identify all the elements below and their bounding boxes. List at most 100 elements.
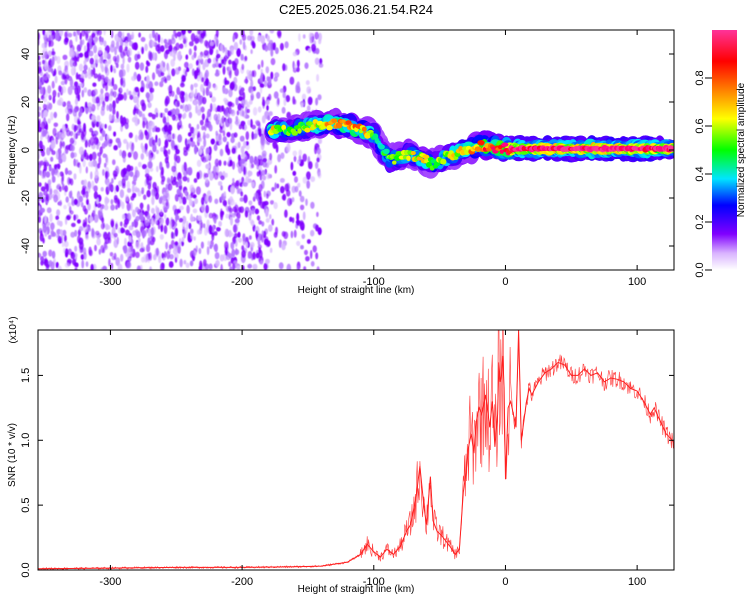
noise-speck	[113, 68, 117, 74]
noise-speck	[232, 262, 236, 270]
noise-speck	[128, 235, 132, 243]
noise-speck	[276, 30, 282, 37]
noise-speck	[94, 58, 100, 64]
noise-speck	[237, 231, 241, 238]
noise-speck	[113, 145, 118, 151]
noise-speck	[115, 257, 120, 267]
noise-speck	[38, 75, 41, 84]
noise-speck	[238, 96, 243, 102]
noise-speck	[167, 134, 173, 140]
noise-speck	[61, 85, 67, 94]
noise-speck	[69, 210, 74, 215]
noise-speck	[152, 30, 155, 39]
noise-speck	[260, 234, 264, 243]
noise-speck	[94, 54, 99, 60]
noise-speck	[170, 239, 175, 249]
noise-speck	[182, 34, 186, 41]
noise-speck	[184, 61, 189, 69]
noise-speck	[105, 82, 108, 92]
ridge-blob	[440, 158, 447, 165]
noise-speck	[257, 35, 262, 42]
noise-speck	[206, 219, 210, 227]
noise-speck	[123, 245, 128, 254]
noise-speck	[92, 82, 97, 87]
noise-speck	[160, 223, 164, 233]
noise-speck	[96, 102, 100, 111]
noise-speck	[261, 230, 264, 237]
noise-speck	[84, 70, 88, 79]
noise-speck	[192, 194, 197, 199]
noise-speck	[244, 210, 249, 218]
noise-speck	[236, 186, 240, 195]
noise-speck	[51, 30, 55, 35]
noise-speck	[40, 256, 44, 262]
noise-speck	[314, 145, 318, 155]
noise-speck	[195, 60, 199, 66]
noise-speck	[251, 252, 257, 260]
noise-speck	[302, 34, 306, 39]
noise-speck	[69, 39, 73, 48]
noise-speck	[205, 41, 210, 49]
noise-speck	[112, 91, 117, 98]
noise-speck	[120, 221, 123, 227]
noise-speck	[51, 150, 56, 155]
noise-speck	[112, 159, 116, 166]
noise-speck	[114, 46, 117, 56]
noise-speck	[160, 209, 163, 215]
noise-speck	[200, 84, 204, 93]
noise-speck	[174, 252, 179, 260]
noise-speck	[152, 72, 156, 81]
noise-speck	[175, 155, 181, 164]
noise-speck	[78, 146, 84, 155]
noise-speck	[99, 135, 104, 141]
noise-speck	[79, 39, 83, 48]
noise-speck	[176, 188, 181, 195]
noise-speck	[202, 259, 207, 267]
noise-speck	[193, 250, 197, 257]
noise-speck	[253, 192, 259, 199]
noise-speck	[104, 237, 110, 245]
noise-speck	[239, 182, 243, 187]
noise-speck	[47, 65, 52, 73]
noise-speck	[250, 93, 254, 101]
noise-speck	[260, 35, 266, 44]
noise-speck	[268, 93, 272, 101]
noise-speck	[114, 118, 118, 123]
noise-speck	[115, 223, 118, 230]
noise-speck	[268, 224, 273, 232]
noise-speck	[160, 37, 164, 45]
noise-speck	[287, 197, 292, 207]
noise-speck	[106, 225, 111, 230]
noise-speck	[225, 254, 231, 261]
ridge-blob	[406, 155, 411, 161]
noise-speck	[187, 30, 192, 34]
noise-speck	[147, 252, 151, 260]
noise-speck	[201, 197, 205, 206]
noise-speck	[207, 58, 212, 64]
noise-speck	[279, 88, 285, 93]
noise-speck	[239, 197, 245, 202]
top-x-axis-title: Height of straight line (km)	[298, 285, 415, 296]
noise-speck	[265, 258, 270, 264]
colorbar-tick-label: 0.6	[694, 118, 706, 133]
noise-speck	[69, 190, 73, 199]
noise-speck	[141, 46, 145, 55]
noise-speck	[245, 241, 248, 248]
noise-speck	[93, 185, 98, 192]
noise-speck	[296, 66, 300, 73]
noise-speck	[104, 123, 107, 129]
noise-speck	[96, 115, 101, 122]
noise-speck	[93, 214, 99, 223]
noise-speck	[231, 147, 236, 154]
bottom-x-axis-title: Height of straight line (km)	[298, 584, 415, 595]
noise-speck	[79, 107, 83, 117]
noise-speck	[200, 106, 205, 113]
noise-speck	[158, 255, 162, 264]
noise-speck	[296, 240, 301, 246]
noise-speck	[296, 265, 300, 270]
noise-speck	[38, 106, 42, 111]
noise-speck	[315, 97, 319, 106]
noise-speck	[83, 64, 88, 71]
noise-speck	[38, 252, 42, 258]
noise-speck	[189, 260, 194, 267]
